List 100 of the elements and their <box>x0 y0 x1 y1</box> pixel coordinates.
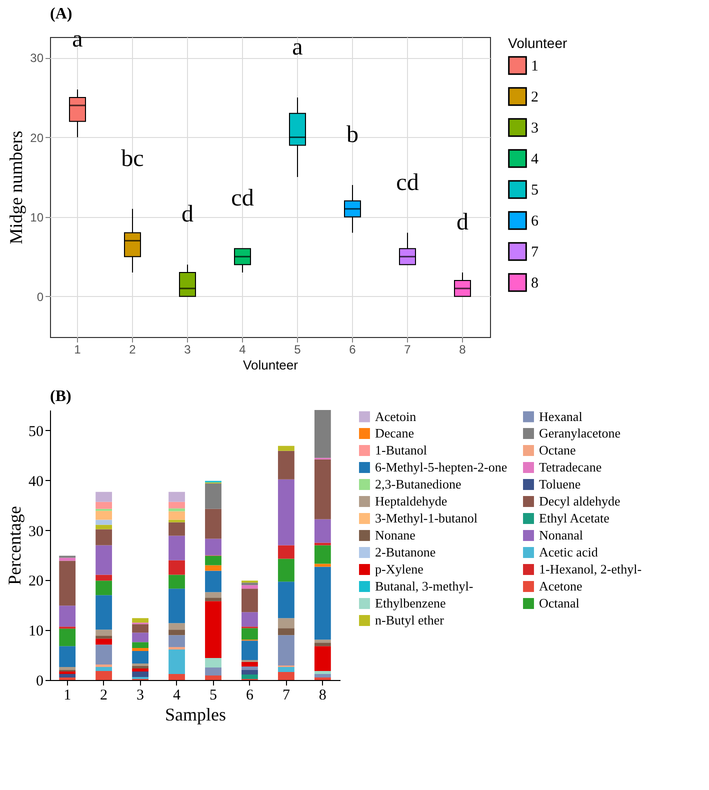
legend-label: 6 <box>531 214 539 230</box>
bar <box>242 588 258 612</box>
bar <box>278 558 294 582</box>
annotation: bc <box>121 146 144 172</box>
bar <box>168 588 185 624</box>
bar <box>132 672 148 678</box>
bar <box>278 545 294 559</box>
x-tick-label: 2 <box>100 688 108 704</box>
bar <box>278 582 294 618</box>
bar <box>278 667 294 672</box>
bar <box>96 638 112 645</box>
bar <box>278 672 294 680</box>
bar <box>278 628 294 636</box>
legend-label: Decyl aldehyde <box>539 494 620 508</box>
x-tick-label: 8 <box>459 342 466 356</box>
bar <box>168 522 185 536</box>
bar <box>205 556 222 566</box>
x-tick-label: 1 <box>64 688 72 704</box>
y-tick-label: 20 <box>30 130 44 145</box>
x-tick-label: 4 <box>173 688 182 704</box>
bar <box>314 459 331 520</box>
bar <box>168 623 185 630</box>
bar <box>314 566 331 640</box>
bar <box>278 618 294 628</box>
annotation: cd <box>231 186 254 212</box>
bar <box>314 519 331 543</box>
y-tick-label: 30 <box>28 524 44 540</box>
legend-label: Acetone <box>539 578 583 594</box>
bar <box>314 545 331 564</box>
legend-label: Heptaldehyde <box>375 494 448 508</box>
annotation: b <box>346 122 358 148</box>
bar <box>96 545 112 575</box>
legend-label: 8 <box>531 276 538 292</box>
bar <box>96 630 112 636</box>
x-tick-label: 2 <box>129 342 136 356</box>
legend-label: Octanal <box>539 596 580 610</box>
bar <box>132 664 148 666</box>
bar <box>132 624 148 633</box>
bar <box>168 502 185 508</box>
bar <box>205 483 222 509</box>
y-axis-title: Percentage <box>4 506 24 585</box>
chart-title: (A) <box>50 6 72 23</box>
x-tick-label: 3 <box>184 342 192 356</box>
bar <box>168 560 185 575</box>
bar <box>168 650 185 674</box>
x-tick-label: 7 <box>404 342 412 356</box>
legend-label: 4 <box>531 152 539 168</box>
bar <box>205 668 222 676</box>
bar <box>242 628 258 640</box>
bar <box>278 635 294 666</box>
x-tick-label: 1 <box>74 342 82 356</box>
bar <box>96 520 112 525</box>
bar <box>132 666 148 669</box>
bar <box>205 592 222 598</box>
bar <box>96 529 112 546</box>
y-tick-label: 0 <box>36 674 44 690</box>
bar <box>205 676 222 680</box>
bar <box>96 580 112 596</box>
y-tick-label: 20 <box>28 574 44 590</box>
bar <box>314 671 331 674</box>
bar <box>96 574 112 581</box>
bar <box>242 640 258 660</box>
bar <box>205 601 222 658</box>
legend-label: 5 <box>531 182 538 198</box>
bar <box>205 570 222 592</box>
bar <box>205 658 222 668</box>
legend-label: 1 <box>531 58 538 74</box>
x-tick-label: 8 <box>318 688 326 704</box>
bar <box>205 508 222 539</box>
bar <box>96 524 112 530</box>
legend-label: Nonane <box>375 528 416 542</box>
bar <box>59 672 76 674</box>
y-axis-title: Midge numbers <box>6 130 26 244</box>
x-tick-label: 4 <box>239 342 246 356</box>
legend-label: Nonanal <box>539 528 584 542</box>
legend-label: 3 <box>531 120 538 136</box>
bar <box>168 635 185 648</box>
y-tick-label: 30 <box>30 51 44 66</box>
bar <box>168 630 185 636</box>
y-tick-label: 40 <box>28 474 44 490</box>
annotation: cd <box>396 170 419 196</box>
legend-label: 1-Hexanol, 2-ethyl- <box>539 562 642 576</box>
bar <box>59 667 76 670</box>
bar <box>96 510 112 520</box>
legend-label: 2 <box>531 90 538 106</box>
bar <box>242 666 258 670</box>
bar <box>59 674 76 678</box>
bar <box>132 668 148 672</box>
bar <box>132 648 148 652</box>
legend-label: Hexanal <box>539 408 583 424</box>
bar <box>168 536 185 560</box>
annotation: d <box>456 210 468 236</box>
bar <box>314 564 331 567</box>
legend-label: 2-Butanone <box>375 544 436 560</box>
bar <box>242 670 258 675</box>
legend-label: 1-Butanol <box>375 442 428 458</box>
bar <box>314 646 331 672</box>
bar <box>132 632 148 642</box>
bar <box>96 636 112 639</box>
legend-label: Acetic acid <box>539 544 598 560</box>
